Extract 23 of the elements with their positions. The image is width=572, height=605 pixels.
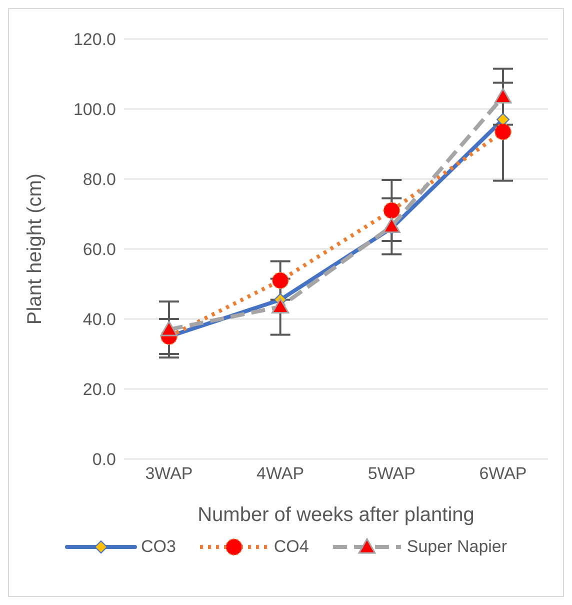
point (160, 320, 178, 336)
point (494, 88, 512, 104)
point (272, 298, 290, 314)
y-tick-label: 0.0 (92, 450, 116, 470)
legend-label: CO4 (274, 537, 309, 557)
y-tick-label: 60.0 (82, 240, 116, 260)
y-tick-label: 120.0 (73, 30, 116, 50)
legend-label: CO3 (140, 537, 176, 557)
point (382, 218, 400, 233)
y-tick-label: 40.0 (82, 310, 116, 330)
point (383, 202, 400, 219)
y-axis-title: Plant height (cm) (24, 173, 46, 325)
point (272, 272, 289, 289)
x-tick-label: 3WAP (145, 464, 193, 484)
x-tick-label: 5WAP (368, 464, 416, 484)
y-tick-label: 80.0 (82, 170, 116, 190)
x-tick-label: 6WAP (479, 464, 527, 484)
y-tick-label: 20.0 (82, 380, 116, 400)
x-tick-label: 4WAP (256, 464, 304, 484)
legend-label: Super Napier (406, 537, 508, 557)
point (494, 123, 512, 140)
y-tick-label: 100.0 (73, 100, 116, 120)
x-axis-title: Number of weeks after planting (198, 504, 474, 526)
